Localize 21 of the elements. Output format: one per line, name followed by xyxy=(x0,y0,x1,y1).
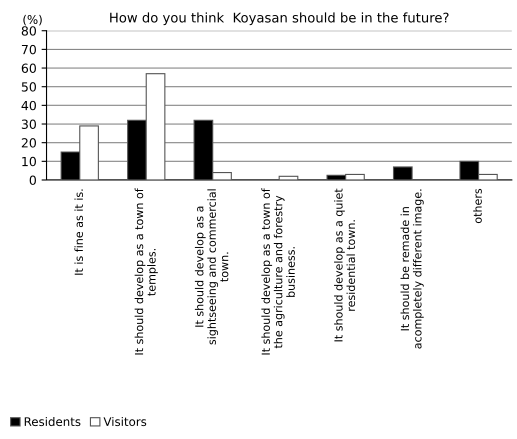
y-tick-label: 50 xyxy=(22,82,36,92)
y-tick-label: 40 xyxy=(22,100,36,110)
y-tick-label: 30 xyxy=(22,119,36,129)
x-tick-label: It should develop as a town of the agriculture and forestry business. xyxy=(261,188,295,355)
x-tick-label: It should develop as a quiet residential town. xyxy=(334,188,356,342)
y-tick-label: 60 xyxy=(22,64,36,73)
y-tick-label: 0 xyxy=(30,175,36,185)
y-tick-label: 10 xyxy=(22,156,36,166)
y-tick-label: 70 xyxy=(22,44,36,54)
x-tick-label: It should be remade in acompletely different image. xyxy=(400,190,424,349)
x-tick-label: It should develop as a town of temples. xyxy=(134,188,158,355)
x-tick-label: others xyxy=(473,188,482,224)
legend-label: Residents xyxy=(24,416,80,426)
y-tick-label: 20 xyxy=(22,138,36,148)
x-tick-label: It is fine as it is. xyxy=(74,190,83,275)
y-tick-label: 80 xyxy=(22,26,36,36)
chart-title: How do you think Koyasan should be in the future? xyxy=(110,12,449,26)
y-axis-title: (%) xyxy=(23,14,42,26)
x-tick-label: It should develop as a sightseeing and commercial town. xyxy=(194,189,228,344)
bar xyxy=(278,176,298,180)
legend-label: Visitors xyxy=(104,416,146,426)
